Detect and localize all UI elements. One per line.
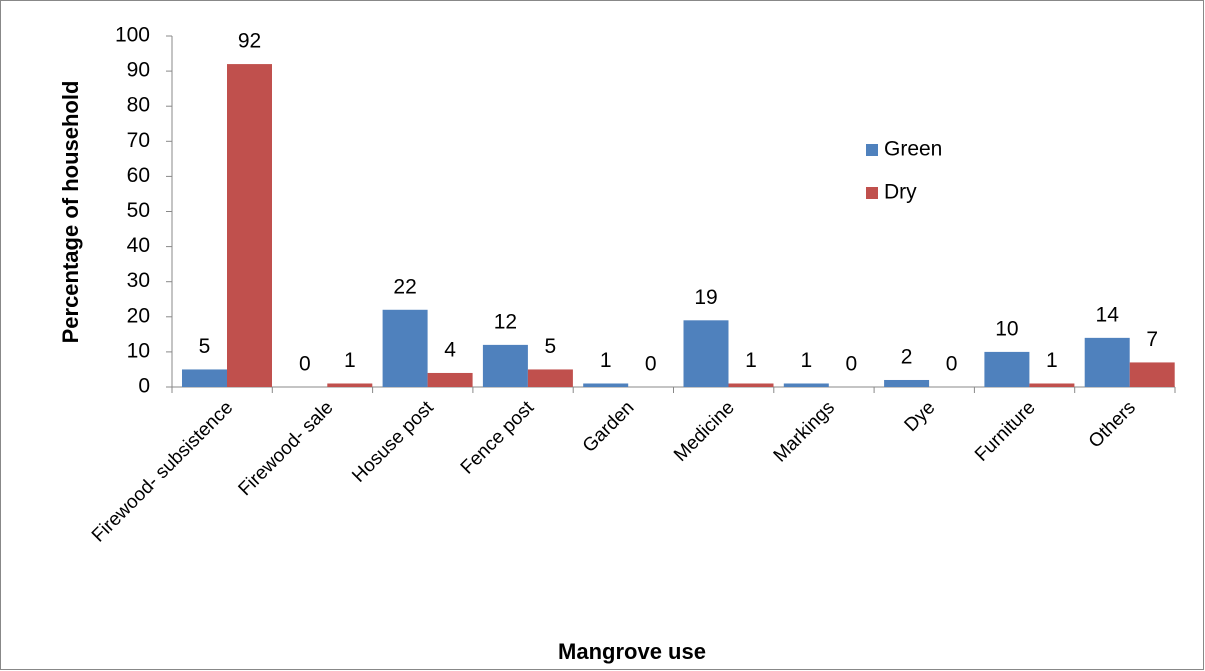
data-label: 2 <box>901 346 913 369</box>
data-label: 4 <box>444 339 456 362</box>
bar <box>1084 337 1130 387</box>
bar <box>984 351 1030 387</box>
legend-label: Green <box>884 138 942 161</box>
bar <box>1129 362 1175 387</box>
data-label: 92 <box>238 30 261 53</box>
y-tick-label: 80 <box>127 94 150 117</box>
bar <box>1029 383 1075 387</box>
legend-swatch <box>866 144 878 156</box>
bar <box>783 383 829 387</box>
bar <box>884 379 930 387</box>
data-label: 0 <box>645 353 657 376</box>
data-label: 0 <box>946 353 958 376</box>
data-label: 14 <box>1096 303 1120 326</box>
y-tick-label: 10 <box>127 339 150 362</box>
data-label: 22 <box>393 275 416 298</box>
data-label: 0 <box>299 353 311 376</box>
data-label: 0 <box>845 353 857 376</box>
data-label: 1 <box>600 349 612 372</box>
data-label: 1 <box>1046 349 1058 372</box>
bar <box>683 320 729 387</box>
data-label: 12 <box>494 310 517 333</box>
data-label: 1 <box>745 349 757 372</box>
y-tick-label: 20 <box>127 304 150 327</box>
bar <box>382 309 428 387</box>
data-label: 1 <box>800 349 812 372</box>
y-tick-label: 40 <box>127 234 150 257</box>
bar <box>482 344 528 387</box>
y-tick-label: 100 <box>115 24 150 47</box>
y-tick-label: 60 <box>127 164 150 187</box>
x-axis-title: Mangrove use <box>558 639 706 664</box>
bar <box>227 64 272 387</box>
bar <box>728 383 774 387</box>
y-axis-title: Percentage of household <box>58 81 83 344</box>
data-label: 10 <box>995 317 1018 340</box>
data-label: 5 <box>199 335 211 358</box>
y-tick-label: 90 <box>127 59 150 82</box>
bar <box>583 383 629 387</box>
data-label: 19 <box>694 286 717 309</box>
y-tick-label: 30 <box>127 269 150 292</box>
y-tick-label: 0 <box>138 375 150 398</box>
data-label: 1 <box>344 349 356 372</box>
bar <box>527 369 573 387</box>
data-label: 5 <box>545 335 557 358</box>
bar <box>182 369 227 387</box>
legend-label: Dry <box>884 181 917 204</box>
legend-swatch <box>866 187 878 199</box>
bar <box>427 372 473 387</box>
y-tick-label: 70 <box>127 129 150 152</box>
data-label: 7 <box>1146 328 1158 351</box>
bar <box>327 383 373 387</box>
y-tick-label: 50 <box>127 199 150 222</box>
